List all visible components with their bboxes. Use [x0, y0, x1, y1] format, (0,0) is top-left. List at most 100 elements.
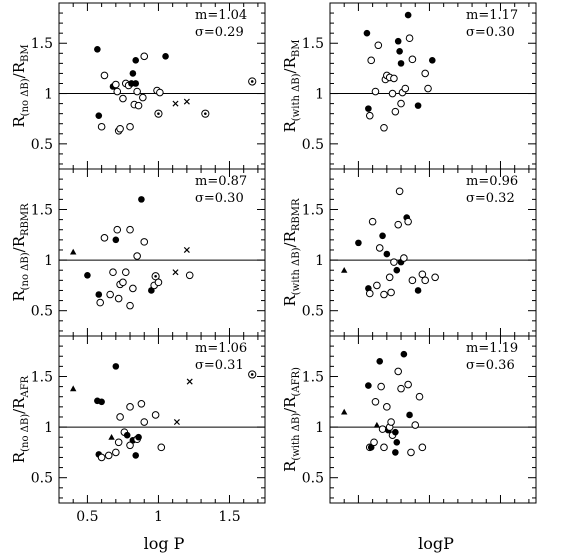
- data-point-open: [421, 276, 429, 285]
- data-point-open: [126, 225, 134, 234]
- stat-m: m=0.87: [195, 174, 247, 189]
- data-point-open: [156, 88, 164, 97]
- data-point-open: [368, 217, 377, 226]
- y-tick-label: 1: [44, 420, 53, 436]
- data-point-open: [367, 56, 376, 65]
- stat-m: m=1.17: [466, 8, 518, 23]
- data-point-filled: [414, 287, 422, 294]
- data-point-filled: [404, 11, 412, 19]
- data-point-open: [375, 244, 384, 252]
- x-tick-label: 1: [154, 509, 163, 525]
- data-point-open: [114, 438, 123, 447]
- y-tick-label: 1: [315, 87, 324, 103]
- y-label-sub: (with ΔB): [291, 73, 302, 121]
- data-point-open: [106, 290, 114, 299]
- data-point-open: [380, 290, 388, 299]
- panel-r-withab-afr: 0.5 1 1.5 m=1.19 σ=0.36 R(with ΔB)/R(AFR): [281, 335, 537, 504]
- stat-sigma: σ=0.32: [466, 191, 515, 206]
- data-point-open: [404, 217, 412, 226]
- data-point-open: [97, 453, 106, 462]
- data-point-triangle: [70, 248, 77, 255]
- data-point-cross: [183, 246, 190, 253]
- data-point-open: [109, 268, 117, 277]
- data-point-filled: [363, 29, 371, 37]
- x-tick-label: 1.5: [218, 509, 240, 525]
- y-label-main: R: [281, 295, 299, 307]
- data-point-open: [411, 421, 420, 429]
- data-point-open: [371, 87, 380, 96]
- y-tick-label: 1.5: [31, 369, 53, 385]
- data-point-filled: [95, 112, 103, 119]
- y-label-main: R: [10, 451, 28, 463]
- y-label-slash: /R: [10, 235, 28, 252]
- stat-sigma: σ=0.29: [195, 25, 244, 40]
- data-point-open: [154, 278, 163, 287]
- data-point-circled-dot: [204, 112, 207, 115]
- panel-frame: [58, 335, 266, 504]
- data-point-open: [374, 41, 383, 50]
- data-point-filled: [393, 438, 401, 446]
- data-point-filled: [132, 57, 140, 64]
- y-tick-label: 1: [315, 253, 324, 269]
- y-label-sub2: RBMR: [291, 198, 302, 231]
- y-label-main: R: [10, 290, 28, 302]
- data-point-open: [365, 111, 374, 120]
- stat-sigma: σ=0.30: [195, 191, 244, 206]
- y-tick-label: 1.5: [302, 202, 324, 218]
- y-axis-label: R(with ΔB)/RBM: [281, 39, 302, 132]
- data-point-open: [151, 411, 160, 419]
- data-point-open: [126, 403, 134, 411]
- y-tick-label: 1: [315, 420, 324, 436]
- data-point-open: [385, 273, 394, 282]
- y-tick-label: 0.5: [31, 471, 53, 487]
- y-label-sub2: RBMR: [20, 203, 31, 236]
- data-point-filled: [400, 350, 408, 358]
- data-point-cross: [172, 100, 179, 107]
- data-point-filled: [365, 382, 372, 389]
- data-point-filled: [162, 53, 169, 60]
- y-tick-label: 1: [44, 87, 53, 103]
- data-point-open: [112, 448, 120, 457]
- data-point-filled: [355, 239, 362, 247]
- data-point-open: [397, 384, 405, 393]
- data-point-filled: [394, 37, 402, 45]
- panel-r-noab-afr: 0.5 1 1.5 0.5 1 1.5 m=1.06 σ=0.31 R(no ΔB)/RAFR: [10, 335, 266, 525]
- data-point-open: [126, 122, 134, 131]
- data-point-open: [397, 99, 405, 108]
- data-point-circled-dot: [154, 274, 157, 278]
- data-point-open: [134, 101, 143, 110]
- y-axis-label: R(no ΔB)/RRBMR: [10, 203, 31, 302]
- right-x-axis-label: logP: [418, 534, 454, 553]
- data-point-filled: [129, 70, 137, 77]
- data-point-open: [380, 443, 388, 452]
- data-point-open: [424, 84, 432, 93]
- data-point-open: [405, 34, 414, 43]
- data-point-open: [431, 273, 439, 282]
- data-point-open: [383, 403, 391, 411]
- data-point-open: [137, 400, 146, 408]
- data-point-circled-dot: [157, 112, 160, 115]
- data-point-filled: [132, 80, 140, 87]
- data-point-filled: [392, 428, 399, 436]
- data-point-open: [380, 123, 388, 132]
- y-label-slash: /R: [10, 61, 28, 78]
- y-tick-label: 1.5: [302, 36, 324, 52]
- data-point-open: [371, 397, 380, 406]
- data-point-open: [415, 392, 424, 401]
- y-label-sub2: AFR: [20, 375, 31, 398]
- y-tick-label: 0.5: [31, 304, 53, 320]
- y-label-main: R: [281, 460, 299, 472]
- data-point-open: [418, 443, 427, 452]
- data-point-open: [113, 225, 122, 234]
- data-point-cross: [173, 419, 180, 426]
- data-point-filled: [365, 105, 372, 112]
- data-point-open: [97, 122, 106, 131]
- data-point-open: [126, 301, 134, 310]
- y-tick-label: 1.5: [31, 202, 53, 218]
- data-point-cross: [186, 378, 193, 385]
- data-point-open: [100, 234, 109, 242]
- y-tick-label: 0.5: [302, 304, 324, 320]
- data-point-open: [408, 55, 417, 64]
- data-point-open: [140, 52, 149, 61]
- panel-frame: [329, 335, 537, 504]
